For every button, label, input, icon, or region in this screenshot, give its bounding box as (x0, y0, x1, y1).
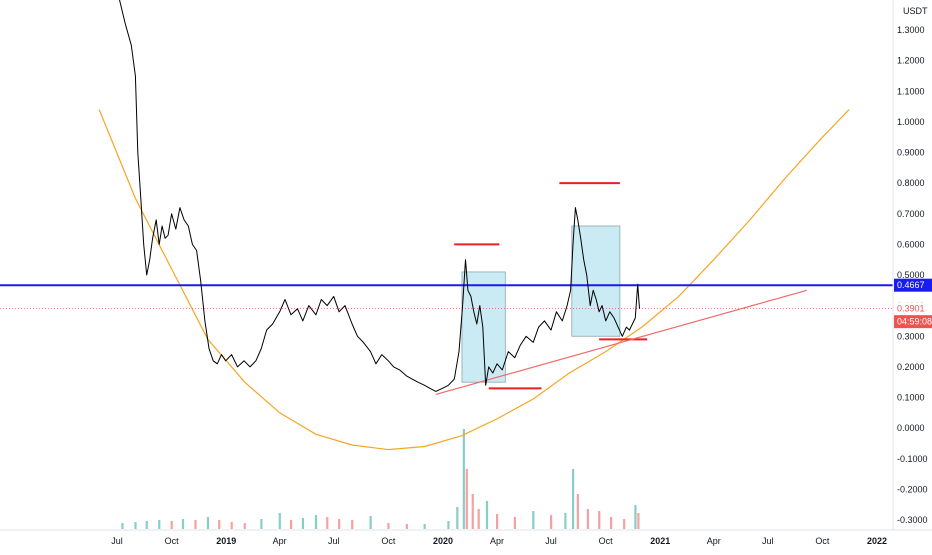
countdown-tag-bg (894, 315, 932, 329)
currency-label: USDT (903, 6, 928, 16)
volume-bar (170, 521, 173, 529)
volume-bar (610, 517, 613, 529)
volume-bar (181, 519, 185, 529)
current-price-tag-bg (894, 302, 932, 316)
volume-bar (447, 521, 450, 529)
y-tick-label: 0.7000 (897, 209, 925, 219)
volume-bar (326, 517, 329, 529)
volume-bar (289, 520, 293, 529)
volume-bar (230, 522, 233, 529)
y-tick-label: 0.1000 (897, 393, 925, 403)
y-tick-label: 1.1000 (897, 86, 925, 96)
volume-bar (387, 523, 390, 529)
x-tick-label: Jul (762, 536, 774, 546)
x-tick-label: Apr (490, 536, 504, 546)
x-tick-label: Oct (381, 536, 396, 546)
y-tick-label: -0.2000 (897, 484, 928, 494)
y-tick-label: 0.0000 (897, 423, 925, 433)
volume-bar (314, 515, 318, 529)
volume-bar (513, 517, 517, 529)
volume-bar (623, 519, 626, 529)
y-tick-label: -0.3000 (897, 515, 928, 525)
y-tick-label: 0.9000 (897, 148, 925, 158)
volume-bar (637, 513, 640, 529)
y-tick-label: 1.0000 (897, 117, 925, 127)
price-line (119, 0, 640, 392)
volume-bar (145, 521, 148, 529)
x-tick-label: Jul (328, 536, 340, 546)
price-tags: 0.4667 0.3901 04:59:08 (894, 278, 932, 329)
x-tick-label: Oct (815, 536, 830, 546)
volume-bar (278, 513, 281, 529)
x-tick-label: 2021 (650, 536, 670, 546)
volume-bar (598, 511, 601, 529)
volume-bar (496, 514, 499, 529)
volume-bar (477, 509, 480, 529)
volume-bar (369, 516, 372, 529)
volume-bar (586, 509, 590, 529)
y-tick-label: 1.2000 (897, 56, 925, 66)
x-tick-label: 2022 (867, 536, 887, 546)
volume-bar (158, 520, 161, 529)
volume-bar (564, 513, 567, 529)
level-price-tag: 0.4667 (897, 280, 925, 290)
x-tick-label: 2019 (216, 536, 236, 546)
y-tick-label: 0.3000 (897, 331, 925, 341)
volume-bar (423, 524, 426, 529)
y-tick-label: 0.8000 (897, 178, 925, 188)
volume-bar (194, 520, 197, 529)
volume-bar (206, 517, 210, 529)
volume-bar (550, 515, 553, 529)
x-tick-label: 2020 (433, 536, 453, 546)
volume-bar (576, 494, 579, 529)
y-tick-label: -0.1000 (897, 454, 928, 464)
y-tick-label: 0.6000 (897, 239, 925, 249)
trendline[interactable] (435, 289, 808, 396)
volume-bar (338, 519, 341, 529)
current-price-tag: 0.3901 (897, 304, 925, 314)
x-tick-label: Apr (273, 536, 287, 546)
drawn-lines (0, 182, 893, 396)
volume-bar (456, 507, 459, 529)
countdown-tag: 04:59:08 (897, 317, 932, 327)
y-tick-label: 0.5000 (897, 270, 925, 280)
price-series (119, 0, 640, 392)
volume-bar (471, 494, 474, 529)
volume-bar (243, 523, 246, 529)
volume-bar (218, 520, 221, 529)
volume-bar (260, 519, 263, 529)
highlight-boxes (461, 225, 621, 383)
volume-bar (634, 505, 637, 529)
volume-bar (485, 501, 489, 529)
y-tick-label: 0.2000 (897, 362, 925, 372)
volume-bar (134, 522, 137, 529)
volume-bar (351, 520, 354, 529)
volume-bar (405, 524, 408, 529)
volume-bar (465, 469, 468, 529)
volume-bar (301, 518, 305, 529)
level-price-tag-bg (894, 278, 932, 292)
x-tick-label: Oct (599, 536, 614, 546)
highlight-box (571, 225, 621, 337)
volume-layer (121, 429, 640, 529)
x-tick-label: Jul (111, 536, 123, 546)
volume-bar (572, 469, 575, 529)
volume-bar (532, 511, 535, 529)
volume-bar (121, 523, 124, 529)
x-tick-label: Jul (545, 536, 557, 546)
volume-bar (462, 429, 465, 529)
y-tick-label: 1.3000 (897, 25, 925, 35)
x-tick-label: Oct (165, 536, 180, 546)
x-tick-label: Apr (707, 536, 721, 546)
highlight-box (461, 271, 506, 383)
